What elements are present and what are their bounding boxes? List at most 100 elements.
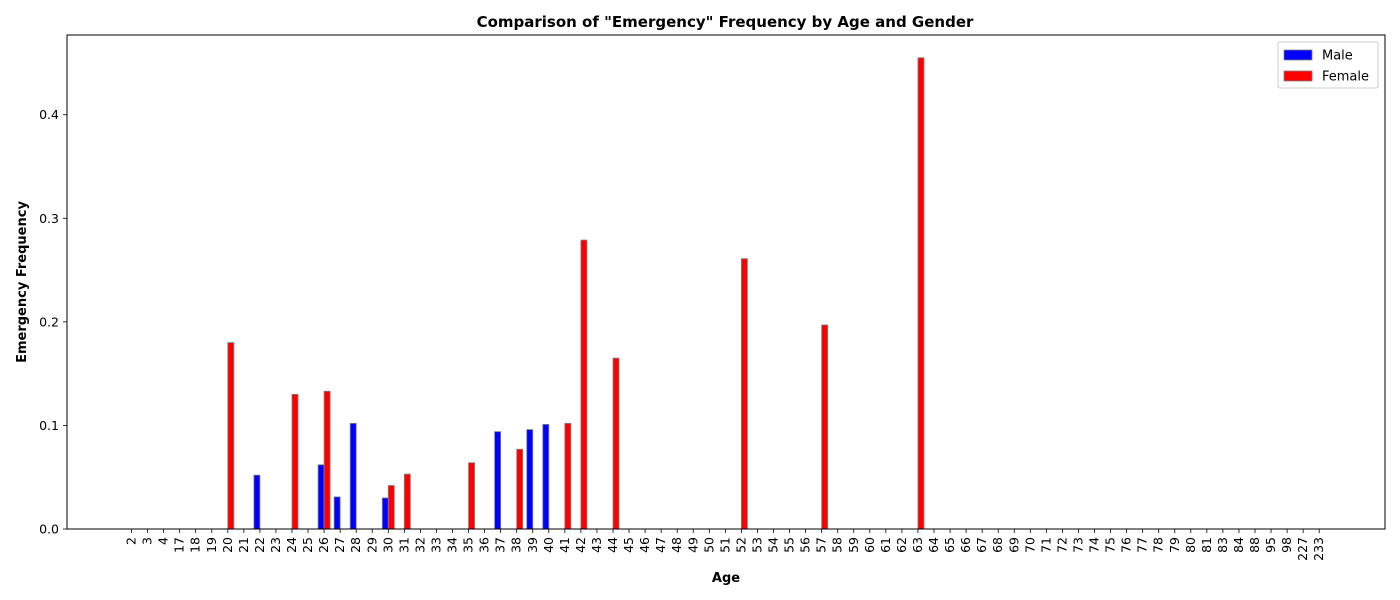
x-tick-label-32: 32 (412, 537, 427, 553)
bar-male-age-37 (494, 431, 502, 530)
bar-female-age-31 (403, 473, 411, 530)
x-tick-label-69: 69 (1006, 537, 1021, 553)
x-tick-label-40: 40 (541, 537, 556, 553)
x-tick-label-81: 81 (1199, 537, 1214, 553)
x-tick-label-67: 67 (974, 537, 989, 553)
x-axis-label: Age (712, 571, 740, 586)
x-tick-label-74: 74 (1087, 537, 1102, 553)
x-tick-label-31: 31 (396, 537, 411, 553)
x-tick-label-29: 29 (364, 537, 379, 553)
x-tick-label-2: 2 (124, 537, 139, 545)
x-tick-label-95: 95 (1263, 537, 1278, 553)
x-tick-label-21: 21 (236, 537, 251, 553)
x-tick-label-50: 50 (701, 537, 716, 553)
y-ticks-group: 0.0 0.1 0.2 0.3 0.4 (39, 107, 67, 537)
bar-male-age-39 (526, 429, 534, 530)
x-tick-label-76: 76 (1119, 537, 1134, 553)
x-tick-label-49: 49 (685, 537, 700, 553)
y-tick-label-0.3: 0.3 (39, 211, 59, 226)
x-tick-label-60: 60 (862, 537, 877, 553)
bar-male-age-40 (542, 423, 550, 530)
x-ticks-group: 2 3 4 17 18 19 20 21 22 23 24 25 26 27 28 29 30 31 32 33 34 3… (124, 529, 1326, 561)
x-tick-label-34: 34 (445, 537, 460, 553)
x-tick-label-79: 79 (1167, 537, 1182, 553)
x-tick-label-54: 54 (766, 537, 781, 553)
x-tick-label-88: 88 (1247, 537, 1262, 553)
x-tick-label-48: 48 (669, 537, 684, 553)
x-tick-label-43: 43 (589, 537, 604, 553)
x-tick-label-42: 42 (573, 537, 588, 553)
x-tick-label-47: 47 (653, 537, 668, 553)
chart-title: Comparison of "Emergency" Frequency by A… (477, 13, 974, 31)
x-tick-label-4: 4 (156, 537, 171, 545)
x-tick-label-18: 18 (188, 537, 203, 553)
legend: Male Female (1277, 41, 1379, 89)
plot-frame (66, 34, 1386, 530)
x-tick-label-22: 22 (252, 537, 267, 553)
bar-female-age-26 (323, 390, 331, 530)
x-tick-label-55: 55 (782, 537, 797, 553)
x-tick-label-80: 80 (1183, 537, 1198, 553)
bar-male-age-22 (253, 474, 261, 530)
x-tick-label-44: 44 (605, 537, 620, 553)
bar-male-age-26 (317, 464, 325, 530)
x-tick-label-41: 41 (557, 537, 572, 553)
bar-female-age-57 (821, 324, 829, 530)
legend-swatch-female (1283, 70, 1313, 82)
x-tick-label-20: 20 (220, 537, 235, 553)
x-tick-label-35: 35 (461, 537, 476, 553)
x-tick-label-58: 58 (830, 537, 845, 553)
x-tick-label-75: 75 (1103, 537, 1118, 553)
y-tick-label-0.4: 0.4 (39, 107, 59, 122)
x-tick-label-56: 56 (798, 537, 813, 553)
x-tick-label-45: 45 (621, 537, 636, 553)
x-tick-label-72: 72 (1054, 537, 1069, 553)
bar-female-age-63 (917, 57, 925, 530)
x-tick-label-77: 77 (1135, 537, 1150, 553)
x-tick-label-61: 61 (878, 537, 893, 553)
x-tick-label-19: 19 (204, 537, 219, 553)
x-tick-label-62: 62 (894, 537, 909, 553)
legend-label-female: Female (1322, 70, 1369, 85)
x-tick-label-24: 24 (284, 537, 299, 553)
x-tick-label-78: 78 (1151, 537, 1166, 553)
x-tick-label-33: 33 (428, 537, 443, 553)
bar-female-age-20 (227, 342, 235, 530)
x-tick-label-28: 28 (348, 537, 363, 553)
x-tick-label-37: 37 (493, 537, 508, 553)
x-tick-label-46: 46 (637, 537, 652, 553)
y-tick-label-0.0: 0.0 (39, 522, 59, 537)
x-tick-label-68: 68 (990, 537, 1005, 553)
bar-female-age-38 (516, 448, 524, 530)
x-tick-label-98: 98 (1279, 537, 1294, 553)
x-tick-label-26: 26 (316, 537, 331, 553)
y-tick-label-0.2: 0.2 (39, 314, 59, 329)
x-tick-label-59: 59 (846, 537, 861, 553)
x-tick-label-71: 71 (1038, 537, 1053, 553)
x-tick-label-64: 64 (926, 537, 941, 553)
x-tick-label-36: 36 (477, 537, 492, 553)
bar-male-age-30 (381, 497, 389, 530)
bar-female-age-52 (741, 258, 748, 530)
x-tick-label-3: 3 (140, 537, 155, 545)
x-tick-label-53: 53 (749, 537, 764, 553)
x-tick-label-52: 52 (733, 537, 748, 553)
x-tick-label-25: 25 (300, 537, 315, 553)
x-tick-label-66: 66 (958, 537, 973, 553)
y-tick-label-0.1: 0.1 (39, 418, 59, 433)
x-tick-label-51: 51 (717, 537, 732, 553)
bar-female-age-35 (468, 462, 475, 530)
x-tick-label-17: 17 (172, 537, 187, 553)
bar-male-age-27 (333, 496, 341, 530)
x-tick-label-23: 23 (268, 537, 283, 553)
bar-male-age-28 (349, 422, 357, 530)
legend-swatch-male (1283, 49, 1313, 61)
x-tick-label-233: 233 (1311, 537, 1326, 561)
x-tick-label-63: 63 (910, 537, 925, 553)
x-tick-label-65: 65 (942, 537, 957, 553)
legend-label-male: Male (1322, 49, 1353, 64)
x-tick-label-57: 57 (814, 537, 829, 553)
